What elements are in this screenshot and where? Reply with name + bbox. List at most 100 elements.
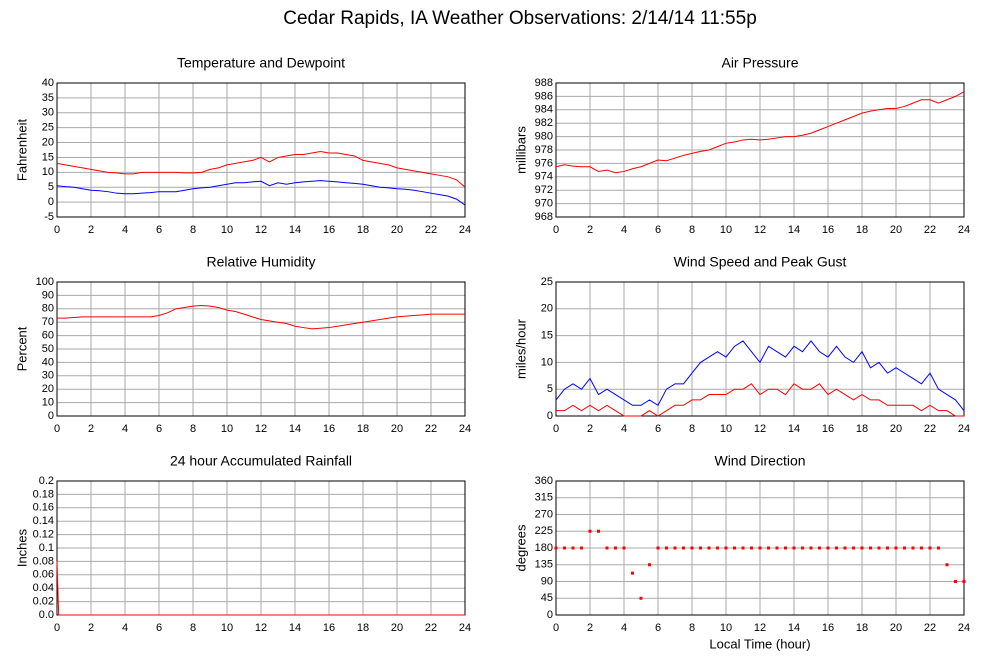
y-tick-label: 0 — [48, 410, 54, 422]
y-tick-label: 0.2 — [39, 475, 54, 487]
plot-frame — [56, 82, 466, 218]
chart-title: Temperature and Dewpoint — [177, 55, 345, 71]
y-tick-label: 10 — [541, 356, 553, 368]
x-tick-label: 10 — [221, 224, 233, 236]
data-point — [690, 546, 694, 550]
x-tick-label: 20 — [890, 423, 902, 435]
y-tick-label: 50 — [42, 343, 54, 355]
x-tick-label: 18 — [357, 423, 369, 435]
x-tick-label: 22 — [924, 224, 936, 236]
x-tick-label: 6 — [156, 622, 162, 634]
y-tick-label: 986 — [535, 90, 553, 102]
x-tick-label: 16 — [822, 224, 834, 236]
y-tick-label: 20 — [42, 383, 54, 395]
x-tick-label: 2 — [587, 224, 593, 236]
x-tick-label: 8 — [689, 622, 695, 634]
data-point — [826, 546, 830, 550]
x-tick-label: 20 — [391, 224, 403, 236]
x-tick-label: 14 — [788, 622, 800, 634]
x-tick-label: 4 — [122, 224, 128, 236]
y-tick-label: 225 — [535, 525, 553, 537]
x-tick-label: 20 — [391, 423, 403, 435]
data-point — [801, 546, 804, 550]
y-tick-label: 15 — [42, 151, 54, 163]
data-point — [809, 546, 813, 550]
data-point — [945, 563, 949, 567]
x-tick-label: 10 — [720, 423, 732, 435]
data-point — [724, 546, 728, 550]
chart-title: Relative Humidity — [207, 254, 316, 270]
x-tick-label: 24 — [459, 622, 471, 634]
y-tick-label: 135 — [535, 559, 553, 571]
y-tick-label: 100 — [36, 276, 54, 288]
x-tick-label: 2 — [88, 224, 94, 236]
x-tick-label: 16 — [822, 423, 834, 435]
x-tick-label: 14 — [289, 622, 301, 634]
y-tick-label: 0.04 — [33, 582, 54, 594]
y-tick-label: 0 — [547, 410, 553, 422]
data-point — [937, 546, 940, 550]
y-axis-label: degrees — [513, 524, 528, 571]
data-point — [588, 529, 592, 533]
data-point — [792, 546, 796, 550]
x-tick-label: 16 — [323, 224, 335, 236]
y-tick-label: 20 — [42, 136, 54, 148]
y-tick-label: 0.02 — [33, 596, 54, 608]
y-tick-label: 982 — [535, 117, 553, 129]
x-tick-label: 12 — [255, 423, 267, 435]
y-tick-label: 180 — [535, 542, 553, 554]
y-tick-label: 976 — [535, 157, 553, 169]
y-tick-label: 0.1 — [39, 542, 54, 554]
x-tick-label: 16 — [323, 622, 335, 634]
x-tick-label: 18 — [856, 622, 868, 634]
data-point — [571, 546, 575, 550]
data-point — [750, 546, 753, 550]
data-point — [614, 546, 617, 550]
x-tick-label: 16 — [822, 622, 834, 634]
x-tick-label: 10 — [221, 622, 233, 634]
x-tick-label: 2 — [88, 423, 94, 435]
data-point — [852, 546, 855, 550]
data-line — [57, 304, 465, 330]
x-tick-label: 2 — [587, 622, 593, 634]
data-point — [835, 546, 838, 550]
x-tick-label: 6 — [655, 423, 661, 435]
x-tick-label: 14 — [788, 423, 800, 435]
x-tick-label: 14 — [788, 224, 800, 236]
x-tick-label: 22 — [425, 622, 437, 634]
y-tick-label: 5 — [48, 181, 54, 193]
data-point — [597, 529, 600, 533]
y-tick-label: 20 — [541, 303, 553, 315]
plot-frame — [555, 82, 965, 218]
data-point — [877, 546, 881, 550]
x-tick-label: 4 — [122, 423, 128, 435]
x-tick-label: 4 — [621, 622, 627, 634]
y-tick-label: 10 — [42, 166, 54, 178]
x-tick-label: 0 — [54, 622, 60, 634]
data-point — [886, 546, 889, 550]
data-point — [911, 546, 915, 550]
x-tick-label: 22 — [425, 224, 437, 236]
x-tick-label: 0 — [553, 423, 559, 435]
x-tick-label: 24 — [958, 224, 970, 236]
data-point — [741, 546, 745, 550]
data-point — [920, 546, 923, 550]
x-tick-label: 16 — [323, 423, 335, 435]
y-tick-label: 35 — [42, 92, 54, 104]
data-point — [682, 546, 685, 550]
y-axis-label: millibars — [513, 126, 528, 174]
y-tick-label: 980 — [535, 131, 553, 143]
x-tick-label: 24 — [459, 423, 471, 435]
y-axis-label: Percent — [14, 326, 29, 371]
data-point — [554, 546, 558, 550]
x-tick-label: 10 — [221, 423, 233, 435]
x-tick-label: 4 — [122, 622, 128, 634]
x-tick-label: 8 — [190, 224, 196, 236]
x-tick-label: 6 — [655, 622, 661, 634]
y-tick-label: 90 — [42, 289, 54, 301]
data-point — [775, 546, 779, 550]
figure-title: Cedar Rapids, IA Weather Observations: 2… — [283, 8, 757, 29]
y-tick-label: 0.0 — [39, 609, 54, 621]
x-tick-label: 10 — [720, 622, 732, 634]
x-tick-label: 4 — [621, 423, 627, 435]
